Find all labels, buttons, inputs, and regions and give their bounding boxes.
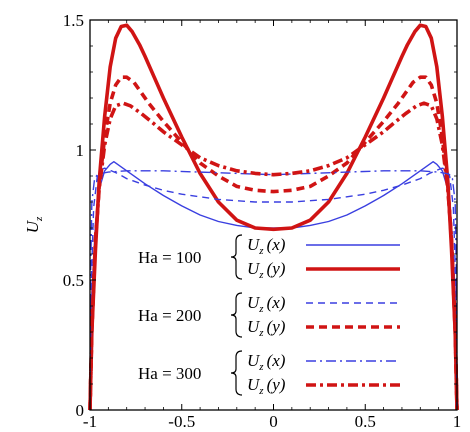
legend-brace (230, 292, 243, 338)
y-tick-label: 0.5 (63, 271, 84, 290)
legend-entry-arg: (x) (267, 293, 286, 312)
legend-entry-main: U (247, 351, 261, 370)
x-tick-label: -1 (83, 412, 97, 431)
legend-entry-sub: z (258, 385, 264, 397)
legend-entry-arg: (x) (267, 351, 286, 370)
series-line-300-y (88, 101, 459, 411)
legend-entry-main: U (247, 375, 261, 394)
series-line-200-x (89, 167, 458, 411)
ticks-layer: -1 -0.5 0 0.5 1 0 0.5 1 1.5 (63, 11, 462, 431)
legend-entry-sub: z (258, 361, 264, 373)
legend-group-label: Ha = 300 (138, 364, 201, 383)
legend-group-label: Ha = 100 (138, 248, 201, 267)
legend-entry-sub: z (258, 245, 264, 257)
legend-entry-sub: z (258, 303, 264, 315)
y-axis-label-main: U (23, 219, 42, 233)
legend-brace (230, 234, 243, 280)
legend-entry-sub: z (258, 269, 264, 281)
legend-entry-main: U (247, 317, 261, 336)
series-line-200-y (88, 75, 459, 411)
legend-entry-label: Uz (x) (247, 235, 286, 257)
legend-entry-label: Uz (y) (247, 259, 286, 281)
legend-entry-label: Uz (y) (247, 375, 286, 397)
legend-entry-main: U (247, 235, 261, 254)
y-tick-label: 1 (76, 141, 85, 160)
legend-entry-arg: (y) (267, 375, 286, 394)
legend-entry-label: Uz (x) (247, 293, 286, 315)
x-tick-label: -0.5 (168, 412, 195, 431)
legend-entry-arg: (y) (267, 317, 286, 336)
x-tick-label: 0 (269, 412, 278, 431)
x-tick-label: 0.5 (355, 412, 376, 431)
y-axis-label: Uz (23, 216, 45, 233)
legend-entry-arg: (y) (267, 259, 286, 278)
legend-group-label: Ha = 200 (138, 306, 201, 325)
legend-entry-arg: (x) (267, 235, 286, 254)
legend-brace (230, 350, 243, 396)
y-axis-label-sub: z (33, 216, 45, 222)
x-tick-label: 1 (453, 412, 462, 431)
series-layer (88, 23, 459, 411)
y-tick-label: 1.5 (63, 11, 84, 30)
legend-entry-main: U (247, 259, 261, 278)
legend-entry-label: Uz (y) (247, 317, 286, 339)
legend-entry-label: Uz (x) (247, 351, 286, 373)
series-line-300-x (89, 170, 458, 411)
legend-entry-sub: z (258, 327, 264, 339)
y-tick-label: 0 (76, 401, 85, 420)
legend-entry-main: U (247, 293, 261, 312)
series-line-100-y (88, 23, 459, 411)
